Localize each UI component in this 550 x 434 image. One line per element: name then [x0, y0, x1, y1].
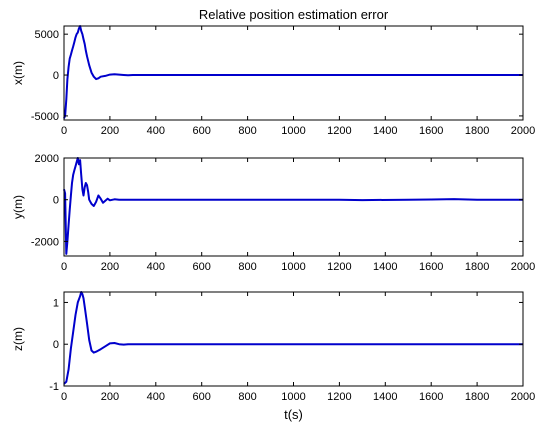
y-tick-label: 0 [53, 339, 59, 351]
y-tick-label: 5000 [35, 29, 59, 41]
subplot-3: 0 200 400 600 800 1000 1200 1400 1600 1800 2000-10… [11, 291, 535, 403]
x-tick-label: 400 [147, 261, 165, 273]
x-tick-label: 2000 [511, 261, 535, 273]
y-axis-label: x(m) [11, 61, 25, 85]
x-tick-label: 1600 [419, 125, 443, 137]
x-tick-label: 2000 [511, 125, 535, 137]
x-tick-label: 400 [147, 125, 165, 137]
x-tick-label: 600 [193, 125, 211, 137]
y-tick-label: 2000 [35, 153, 59, 165]
y-tick-label: -5000 [31, 111, 59, 123]
subplots: 0 200 400 600 800 1000 1200 1400 1600 1800 2000-50… [11, 25, 535, 403]
series-line-3-1 [63, 291, 523, 385]
x-tick-label: 1400 [373, 391, 397, 403]
y-tick-label: 1 [53, 297, 59, 309]
x-tick-label: 1800 [465, 391, 489, 403]
axes-frame [63, 25, 524, 121]
x-tick-label: 1200 [327, 261, 351, 273]
y-axis-label: z(m) [11, 327, 25, 351]
x-tick-label: 800 [238, 261, 256, 273]
y-tick-label: -1 [49, 381, 59, 393]
x-tick-label: 1000 [281, 261, 305, 273]
x-tick-label: 2000 [511, 391, 535, 403]
y-axis-label: y(m) [11, 195, 25, 219]
series-line-2-1 [63, 157, 523, 255]
x-tick-label: 600 [193, 261, 211, 273]
x-tick-label: 200 [101, 391, 119, 403]
x-tick-label: 1200 [327, 391, 351, 403]
series-line-1-1 [63, 25, 523, 119]
x-tick-label: 0 [61, 391, 67, 403]
figure-title: Relative position estimation error [199, 7, 389, 22]
y-tick-label: 0 [53, 195, 59, 207]
x-tick-label: 0 [61, 261, 67, 273]
x-tick-label: 1000 [281, 391, 305, 403]
subplot-1: 0 200 400 600 800 1000 1200 1400 1600 1800 2000 -50… [11, 25, 535, 137]
x-tick-label: 200 [101, 261, 119, 273]
x-tick-label: 1200 [327, 125, 351, 137]
y-tick-label: 0 [53, 70, 59, 82]
x-tick-label: 200 [101, 125, 119, 137]
x-tick-label: 800 [238, 125, 256, 137]
x-axis-label: t(s) [284, 407, 303, 422]
axes-frame [63, 291, 524, 387]
x-tick-label: 1000 [281, 125, 305, 137]
x-tick-label: 1600 [419, 261, 443, 273]
x-tick-label: 800 [238, 391, 256, 403]
x-tick-label: 1600 [419, 391, 443, 403]
x-tick-label: 1800 [465, 261, 489, 273]
y-tick-label: -2000 [31, 236, 59, 248]
subplot-2: 0 200 400 600 800 1000 1200 1400 1600 1800 2000 -20… [11, 153, 535, 273]
x-tick-label: 1400 [373, 125, 397, 137]
x-tick-label: 400 [147, 391, 165, 403]
x-tick-label: 0 [61, 125, 67, 137]
x-tick-label: 1400 [373, 261, 397, 273]
x-tick-label: 1800 [465, 125, 489, 137]
x-tick-label: 600 [193, 391, 211, 403]
axes-frame [63, 157, 524, 257]
